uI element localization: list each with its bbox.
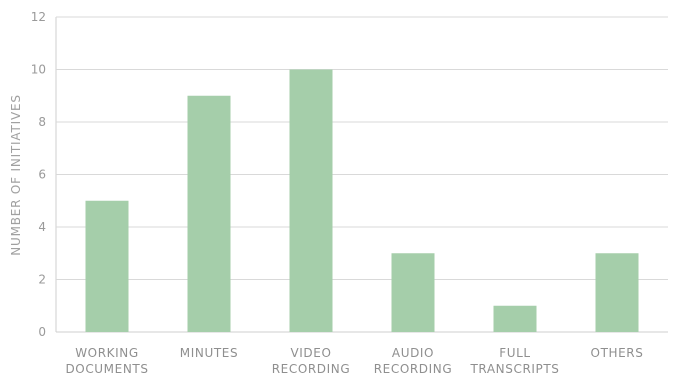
y-tick-label: 2 (38, 273, 46, 287)
x-tick-label: DOCUMENTS (65, 362, 148, 375)
bar (289, 69, 333, 332)
y-tick-label: 0 (38, 325, 46, 339)
x-tick-label: RECORDING (374, 362, 453, 375)
x-tick-label: TRANSCRIPTS (469, 362, 559, 375)
y-tick-label: 12 (31, 10, 46, 24)
bar (187, 95, 231, 332)
bar (85, 200, 129, 332)
gridlines (55, 16, 668, 333)
y-axis-title: NUMBER OF INITIATIVES (9, 94, 23, 256)
x-tick-label: OTHERS (591, 346, 644, 360)
bar (493, 305, 537, 332)
x-tick-label: AUDIO (392, 346, 434, 360)
y-tick-label: 10 (31, 63, 46, 77)
y-tick-label: 8 (38, 115, 46, 129)
x-tick-label: VIDEO (290, 346, 331, 360)
bar (595, 253, 639, 332)
x-axis-labels: WORKING DOCUMENTS MINUTES VIDEO RECORDING AUD… (65, 346, 644, 375)
bars (85, 69, 639, 332)
x-tick-label: FULL (499, 346, 530, 360)
x-tick-label: MINUTES (180, 346, 238, 360)
x-tick-label: WORKING (75, 346, 139, 360)
y-axis-ticks: 0 2 4 6 8 10 12 (31, 10, 46, 339)
y-tick-label: 4 (38, 220, 46, 234)
y-tick-label: 6 (38, 168, 46, 182)
bar (391, 253, 435, 332)
x-tick-label: RECORDING (272, 362, 351, 375)
